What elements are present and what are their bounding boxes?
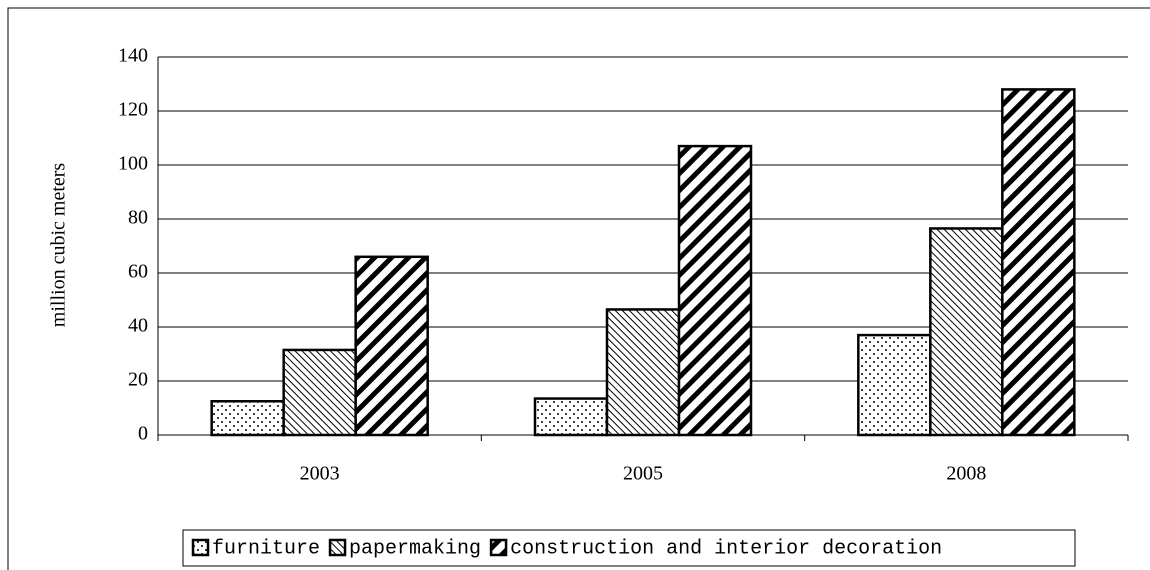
legend-swatch xyxy=(489,538,508,557)
bar xyxy=(929,227,1004,437)
bar xyxy=(533,397,609,437)
bar xyxy=(677,144,753,437)
bar xyxy=(857,333,932,437)
legend-label: furniture xyxy=(212,537,320,560)
x-tick-label: 2005 xyxy=(623,463,663,485)
legend-label: construction and interior decoration xyxy=(510,537,942,560)
x-tick-label: 2003 xyxy=(300,463,340,485)
y-axis-label: million cubic meters xyxy=(48,163,70,328)
y-tick-label: 80 xyxy=(128,207,148,229)
y-tick-label: 0 xyxy=(138,423,148,445)
bar xyxy=(282,348,357,437)
bar xyxy=(210,400,285,437)
y-tick-label: 40 xyxy=(128,315,148,337)
y-tick-label: 140 xyxy=(118,45,148,67)
y-tick-label: 60 xyxy=(128,261,148,283)
legend-label: papermaking xyxy=(349,537,481,560)
bar xyxy=(605,308,681,437)
y-tick-label: 120 xyxy=(118,99,148,121)
x-tick-label: 2008 xyxy=(946,463,986,485)
y-tick-label: 100 xyxy=(118,153,148,175)
legend-swatch xyxy=(328,538,347,557)
y-tick-label: 20 xyxy=(128,369,148,391)
chart-border xyxy=(7,7,1150,570)
bar xyxy=(1001,88,1076,437)
legend-swatch xyxy=(191,538,210,557)
bar xyxy=(354,255,429,437)
